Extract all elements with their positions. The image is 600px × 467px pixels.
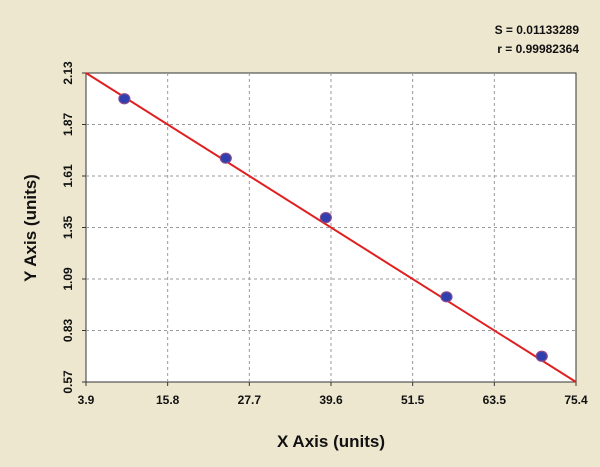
x-axis-title: X Axis (units)	[277, 432, 385, 451]
x-tick-label: 27.7	[238, 393, 262, 407]
x-tick-label: 3.9	[78, 393, 95, 407]
data-point	[440, 291, 453, 303]
fit-line	[85, 72, 577, 383]
y-tick-labels: 0.57 0.83 1.09 1.35 1.61 1.87 2.13	[61, 61, 75, 394]
y-tick-label: 2.13	[61, 61, 75, 85]
y-tick-label: 0.57	[61, 370, 75, 394]
data-point	[118, 93, 131, 105]
x-tick-label: 51.5	[401, 393, 425, 407]
data-point	[319, 211, 332, 224]
fit-line-group	[85, 72, 577, 383]
stat-s: S = 0.01133289	[495, 23, 580, 37]
x-tick-label: 15.8	[156, 393, 180, 407]
y-tick-label: 1.09	[61, 267, 75, 291]
y-axis-title: Y Axis (units)	[21, 174, 40, 282]
x-tick-labels: 3.9 15.8 27.7 39.6 51.5 63.5 75.4	[78, 393, 588, 407]
x-tick-label: 63.5	[483, 393, 507, 407]
y-tick-label: 0.83	[61, 318, 75, 342]
data-point	[219, 152, 232, 164]
stat-r: r = 0.99982364	[497, 42, 579, 56]
y-tick-label: 1.61	[61, 164, 75, 188]
x-tick-label: 75.4	[564, 393, 588, 407]
data-point	[535, 350, 548, 362]
x-tick-label: 39.6	[319, 393, 343, 407]
y-tick-label: 1.35	[61, 215, 75, 239]
y-tick-label: 1.87	[61, 112, 75, 136]
data-points	[118, 93, 548, 362]
